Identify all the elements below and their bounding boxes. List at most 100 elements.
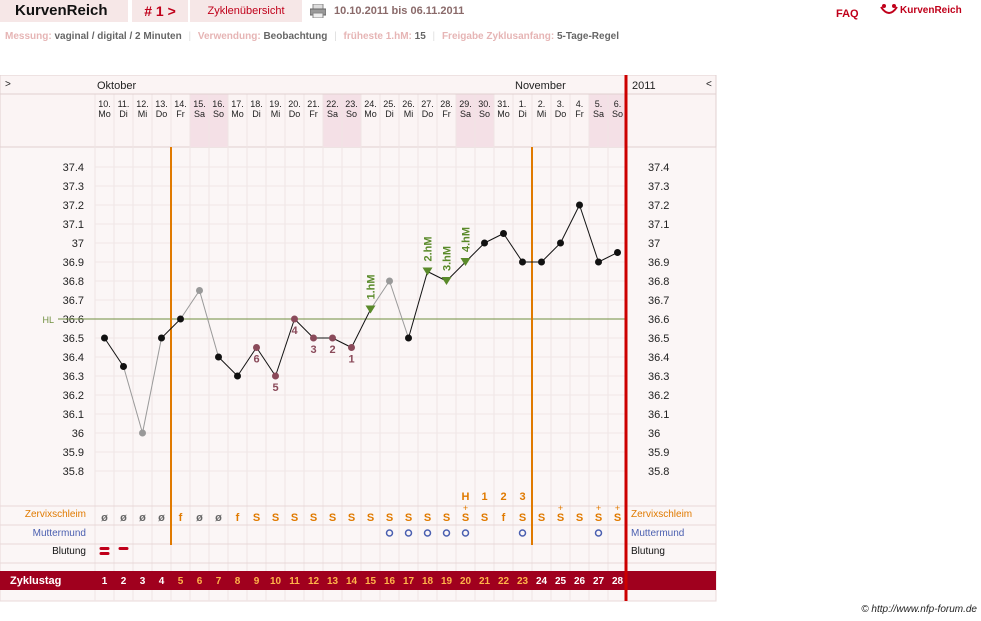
curve-logo-icon — [880, 4, 898, 15]
cervix-value: S — [538, 512, 545, 524]
temperature-line-segment — [180, 290, 200, 320]
temperature-line-segment — [598, 252, 618, 263]
day-number: 13. — [155, 99, 168, 109]
weekday-label: Di — [252, 109, 261, 119]
day-number: 21. — [307, 99, 320, 109]
cervix-position-icon — [404, 529, 413, 537]
setting-value-earliest-hm: 15 — [414, 31, 426, 42]
excluded-temperature-point — [196, 287, 203, 294]
weekday-label: Mo — [98, 109, 111, 119]
cervix-value: S — [443, 512, 450, 524]
weekday-label: So — [612, 109, 623, 119]
temperature-line-segment — [275, 318, 295, 377]
top-bar: KurvenReich # 1 > Zyklenübersicht 10.10.… — [0, 0, 981, 24]
cervix-value: S — [405, 512, 412, 524]
setting-label-earliest-hm: früheste 1.hM: — [343, 31, 412, 42]
cervix-value: S — [481, 512, 488, 524]
copyright: © http://www.nfp-forum.de — [861, 604, 977, 615]
weekday-label: Fr — [575, 109, 584, 119]
cycle-day-number: 13 — [327, 576, 339, 587]
cycle-number-button[interactable]: # 1 > — [132, 0, 190, 22]
low-temperature-label: 4 — [291, 325, 298, 337]
day-number: 27. — [421, 99, 434, 109]
weekday-label: Mi — [537, 109, 547, 119]
bleeding-mark — [99, 547, 110, 550]
weekday-label: Do — [555, 109, 567, 119]
temperature-point — [557, 239, 564, 247]
low-temperature-label: 5 — [272, 382, 278, 394]
temperature-line-segment — [370, 280, 390, 310]
cervix-value: S — [291, 512, 298, 524]
weekday-label: Di — [518, 109, 527, 119]
cycle-day-label: Zyklustag — [10, 575, 61, 587]
bleeding-mark — [99, 552, 110, 555]
cervix-value: S — [253, 512, 260, 524]
weekend-shade — [209, 94, 228, 147]
separator: | — [432, 31, 436, 42]
day-number: 25. — [383, 99, 396, 109]
temperature-point — [519, 258, 526, 266]
separator: | — [334, 31, 337, 42]
y-tick-label-right: 36 — [648, 428, 660, 440]
cycle-overview-link[interactable]: Zyklenübersicht — [190, 0, 304, 22]
cervix-value: S — [595, 512, 602, 524]
day-number: 24. — [364, 99, 377, 109]
bleeding-row-label-right: Blutung — [631, 546, 665, 557]
y-tick-label-right: 37.4 — [648, 162, 669, 174]
cervix-value: ø — [120, 512, 127, 524]
weekday-label: Do — [156, 109, 168, 119]
cycle-day-number: 6 — [197, 576, 203, 587]
temperature-line-segment — [389, 280, 409, 339]
nav-next: < — [706, 79, 712, 90]
temperature-point — [177, 315, 184, 323]
cervix-value: S — [367, 512, 374, 524]
weekday-label: Mi — [271, 109, 281, 119]
y-tick-label: 36.7 — [63, 295, 84, 307]
cycle-chart-svg: > <Oktober November 201110.Mo11.Di12.Mi13.D… — [0, 75, 717, 602]
day-number: 14. — [174, 99, 187, 109]
weekday-label: Mo — [231, 109, 244, 119]
cycle-day-number: 11 — [289, 576, 300, 587]
temperature-point — [405, 334, 412, 342]
temperature-line-segment — [142, 337, 162, 434]
weekday-label: So — [346, 109, 357, 119]
weekday-label: Sa — [194, 109, 205, 119]
y-tick-label-right: 36.7 — [648, 295, 669, 307]
day-number: 20. — [288, 99, 301, 109]
cycle-day-number: 7 — [216, 576, 222, 587]
cervix-value: ø — [139, 512, 146, 524]
temperature-line-segment — [294, 318, 314, 339]
y-tick-label: 36.8 — [63, 276, 84, 288]
temperature-line-segment — [123, 366, 143, 434]
y-tick-label-right: 36.3 — [648, 371, 669, 383]
day-number: 4. — [576, 99, 584, 109]
y-tick-label: 37.2 — [63, 200, 84, 212]
nav-prev: > — [5, 79, 11, 90]
cycle-chart: > < Oktober November 2011 10. Mo 11. Di 12. Mi 13. D… — [0, 75, 981, 605]
cervix-plus-mark: + — [596, 503, 601, 513]
temperature-point — [158, 334, 165, 342]
y-tick-label: 37.3 — [63, 181, 84, 193]
cycle-day-number: 18 — [422, 576, 434, 587]
date-range: 10.10.2011 bis 06.11.2011 — [334, 5, 465, 17]
day-number: 10. — [98, 99, 111, 109]
cervix-value: S — [329, 512, 336, 524]
faq-link[interactable]: FAQ — [836, 8, 859, 20]
cervix-value: f — [236, 512, 240, 524]
y-tick-label: 37.4 — [63, 162, 84, 174]
low-temperature-point — [291, 315, 298, 323]
logo: KurvenReich — [880, 2, 962, 20]
weekday-label: Do — [422, 109, 434, 119]
weekday-label: Fr — [176, 109, 185, 119]
day-number: 3. — [557, 99, 565, 109]
low-temperature-point — [253, 344, 260, 351]
printer-icon[interactable] — [310, 4, 326, 18]
weekend-shade — [589, 94, 608, 147]
temperature-line-segment — [104, 337, 124, 367]
temperature-line-segment — [199, 290, 219, 358]
weekend-shade — [342, 94, 361, 147]
higher-measurement-marker — [365, 305, 376, 314]
weekday-label: So — [479, 109, 490, 119]
year-label: 2011 — [632, 80, 656, 92]
temperature-point — [234, 372, 241, 380]
